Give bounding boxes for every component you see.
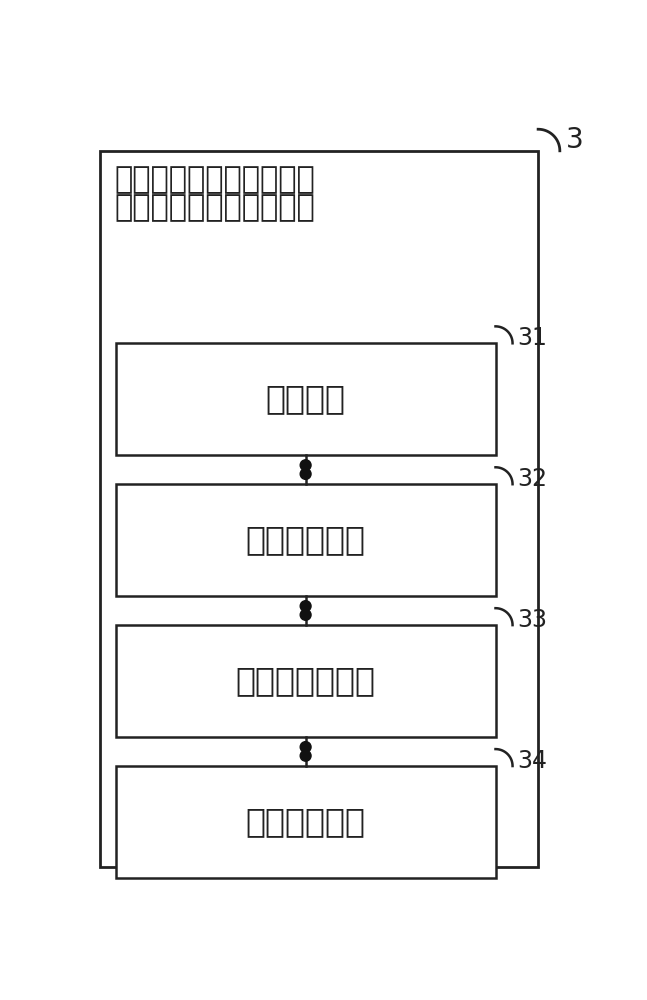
Circle shape [300, 609, 311, 620]
Text: 32: 32 [517, 467, 547, 491]
Text: 调整量计算模块: 调整量计算模块 [236, 664, 376, 697]
Text: 针对新能源发电系统的不: 针对新能源发电系统的不 [115, 165, 315, 194]
Circle shape [300, 460, 311, 471]
Text: 3: 3 [566, 126, 584, 154]
Circle shape [300, 469, 311, 479]
Bar [116, 766, 496, 878]
Text: 33: 33 [517, 608, 547, 632]
Text: 31: 31 [517, 326, 547, 350]
Text: 功率计算模块: 功率计算模块 [246, 524, 366, 557]
Text: 间断电源的充电控制装置: 间断电源的充电控制装置 [115, 193, 315, 222]
Bar [116, 343, 496, 455]
Circle shape [300, 742, 311, 752]
Bar [116, 484, 496, 596]
Text: 34: 34 [517, 749, 547, 773]
Text: 获取模块: 获取模块 [266, 383, 345, 416]
Bar [100, 151, 538, 867]
Circle shape [300, 750, 311, 761]
Text: 参数确定模块: 参数确定模块 [246, 805, 366, 838]
Bar [116, 625, 496, 737]
Circle shape [300, 601, 311, 611]
